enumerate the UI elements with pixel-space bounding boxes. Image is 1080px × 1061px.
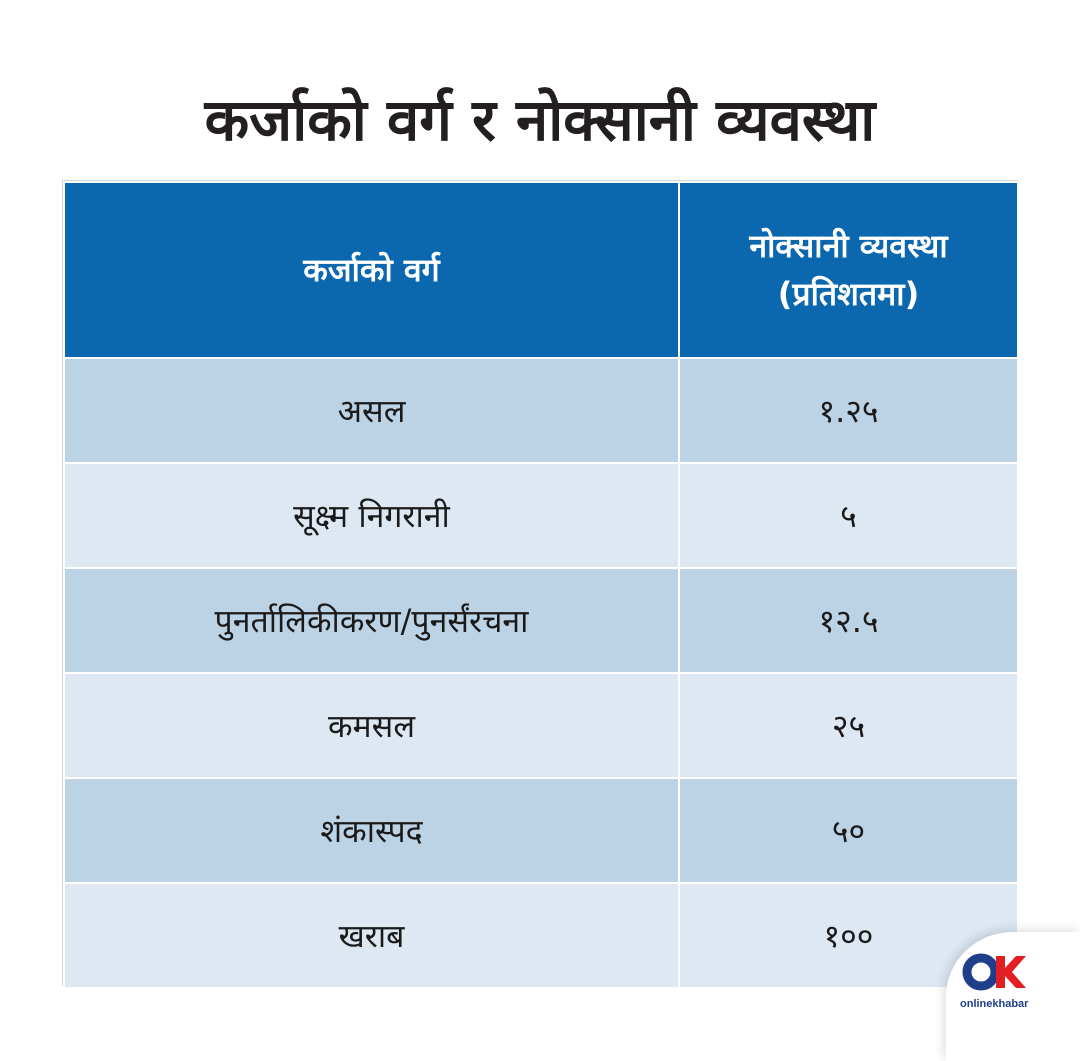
page-title: कर्जाको वर्ग र नोक्सानी व्यवस्था	[204, 86, 876, 154]
loan-provision-table: कर्जाको वर्ग नोक्सानी व्यवस्था (प्रतिशतम…	[62, 180, 1019, 989]
provision-cell: १००	[678, 882, 1019, 989]
table-row: खराब १००	[63, 882, 1019, 989]
header-loan-category: कर्जाको वर्ग	[63, 181, 680, 359]
table-row: सूक्ष्म निगरानी ५	[63, 462, 1019, 569]
category-cell: कमसल	[63, 672, 680, 779]
table-row: कमसल २५	[63, 672, 1019, 779]
table-header-row: कर्जाको वर्ग नोक्सानी व्यवस्था (प्रतिशतम…	[63, 181, 1019, 359]
header-loss-provision-line1: नोक्सानी व्यवस्था	[749, 227, 948, 265]
header-loss-provision: नोक्सानी व्यवस्था (प्रतिशतमा)	[678, 181, 1019, 359]
table-row: शंकास्पद ५०	[63, 777, 1019, 884]
provision-cell: ५०	[678, 777, 1019, 884]
onlinekhabar-ok-logo-icon	[962, 953, 1026, 991]
category-cell: खराब	[63, 882, 680, 989]
provision-cell: १२.५	[678, 567, 1019, 674]
table-row: पुनर्तालिकीकरण/पुनर्संरचना १२.५	[63, 567, 1019, 674]
provision-cell: १.२५	[678, 357, 1019, 464]
category-cell: पुनर्तालिकीकरण/पुनर्संरचना	[63, 567, 680, 674]
onlinekhabar-logo: onlinekhabar	[946, 932, 1080, 1061]
category-cell: शंकास्पद	[63, 777, 680, 884]
category-cell: सूक्ष्म निगरानी	[63, 462, 680, 569]
provision-table: कर्जाको वर्ग नोक्सानी व्यवस्था (प्रतिशतम…	[63, 181, 1019, 989]
logo-wordmark: onlinekhabar	[960, 998, 1029, 1010]
provision-cell: ५	[678, 462, 1019, 569]
provision-cell: २५	[678, 672, 1019, 779]
header-loss-provision-line2: (प्रतिशतमा)	[777, 275, 920, 313]
category-cell: असल	[63, 357, 680, 464]
table-row: असल १.२५	[63, 357, 1019, 464]
